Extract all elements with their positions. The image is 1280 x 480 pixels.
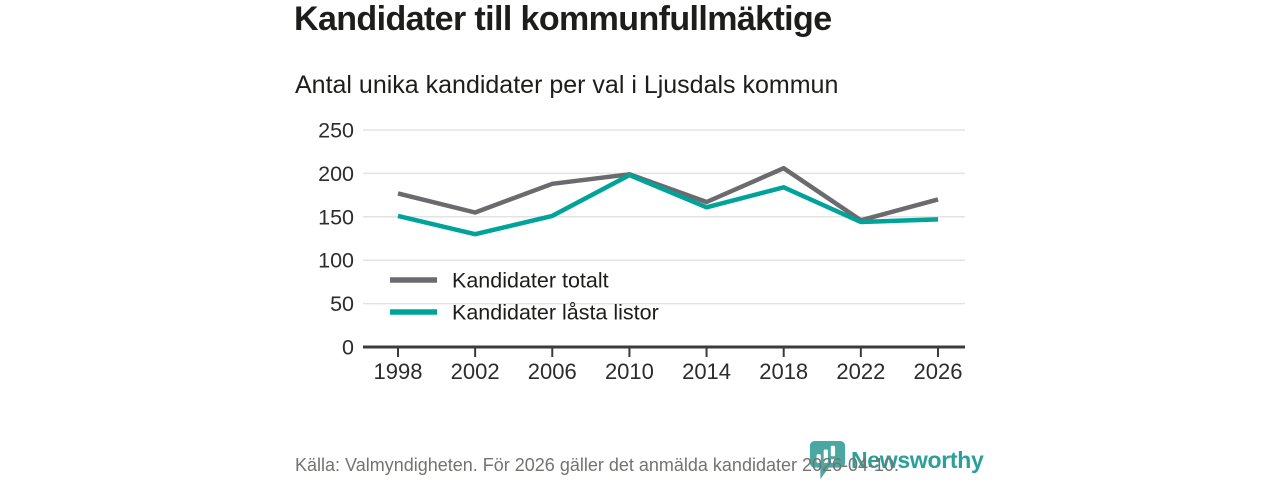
page-title: Kandidater till kommunfullmäktige [294,0,832,38]
x-tick-label: 2006 [528,359,577,384]
y-tick-label: 250 [318,119,354,143]
newsworthy-logo: Newsworthy [808,440,984,480]
y-tick-label: 200 [318,162,354,186]
x-tick-label: 1998 [374,359,423,384]
y-tick-label: 150 [318,205,354,229]
legend-label: Kandidater låsta listor [452,301,659,325]
x-tick-label: 2022 [836,359,885,384]
chart-subtitle: Antal unika kandidater per val i Ljusdal… [295,71,839,99]
newsworthy-chart-bubble-icon [809,441,846,479]
x-tick-label: 2010 [605,359,654,384]
newsworthy-wordmark: Newsworthy [851,446,984,473]
y-tick-label: 0 [342,336,354,360]
series-line [397,165,939,223]
line-chart: 0 50 100 150 200 250 1998 2002 2006 2010 2014 2018 2… [318,119,965,384]
y-tick-label: 50 [330,292,354,316]
x-tick-label: 2026 [914,359,963,384]
y-tick-label: 100 [318,249,354,273]
series-line [397,172,939,237]
source-note: Källa: Valmyndigheten. För 2026 gäller d… [295,455,900,475]
legend-label: Kandidater totalt [452,269,609,293]
x-tick-label: 2018 [759,359,808,384]
x-tick-label: 2014 [682,359,731,384]
x-tick-label: 2002 [451,359,500,384]
